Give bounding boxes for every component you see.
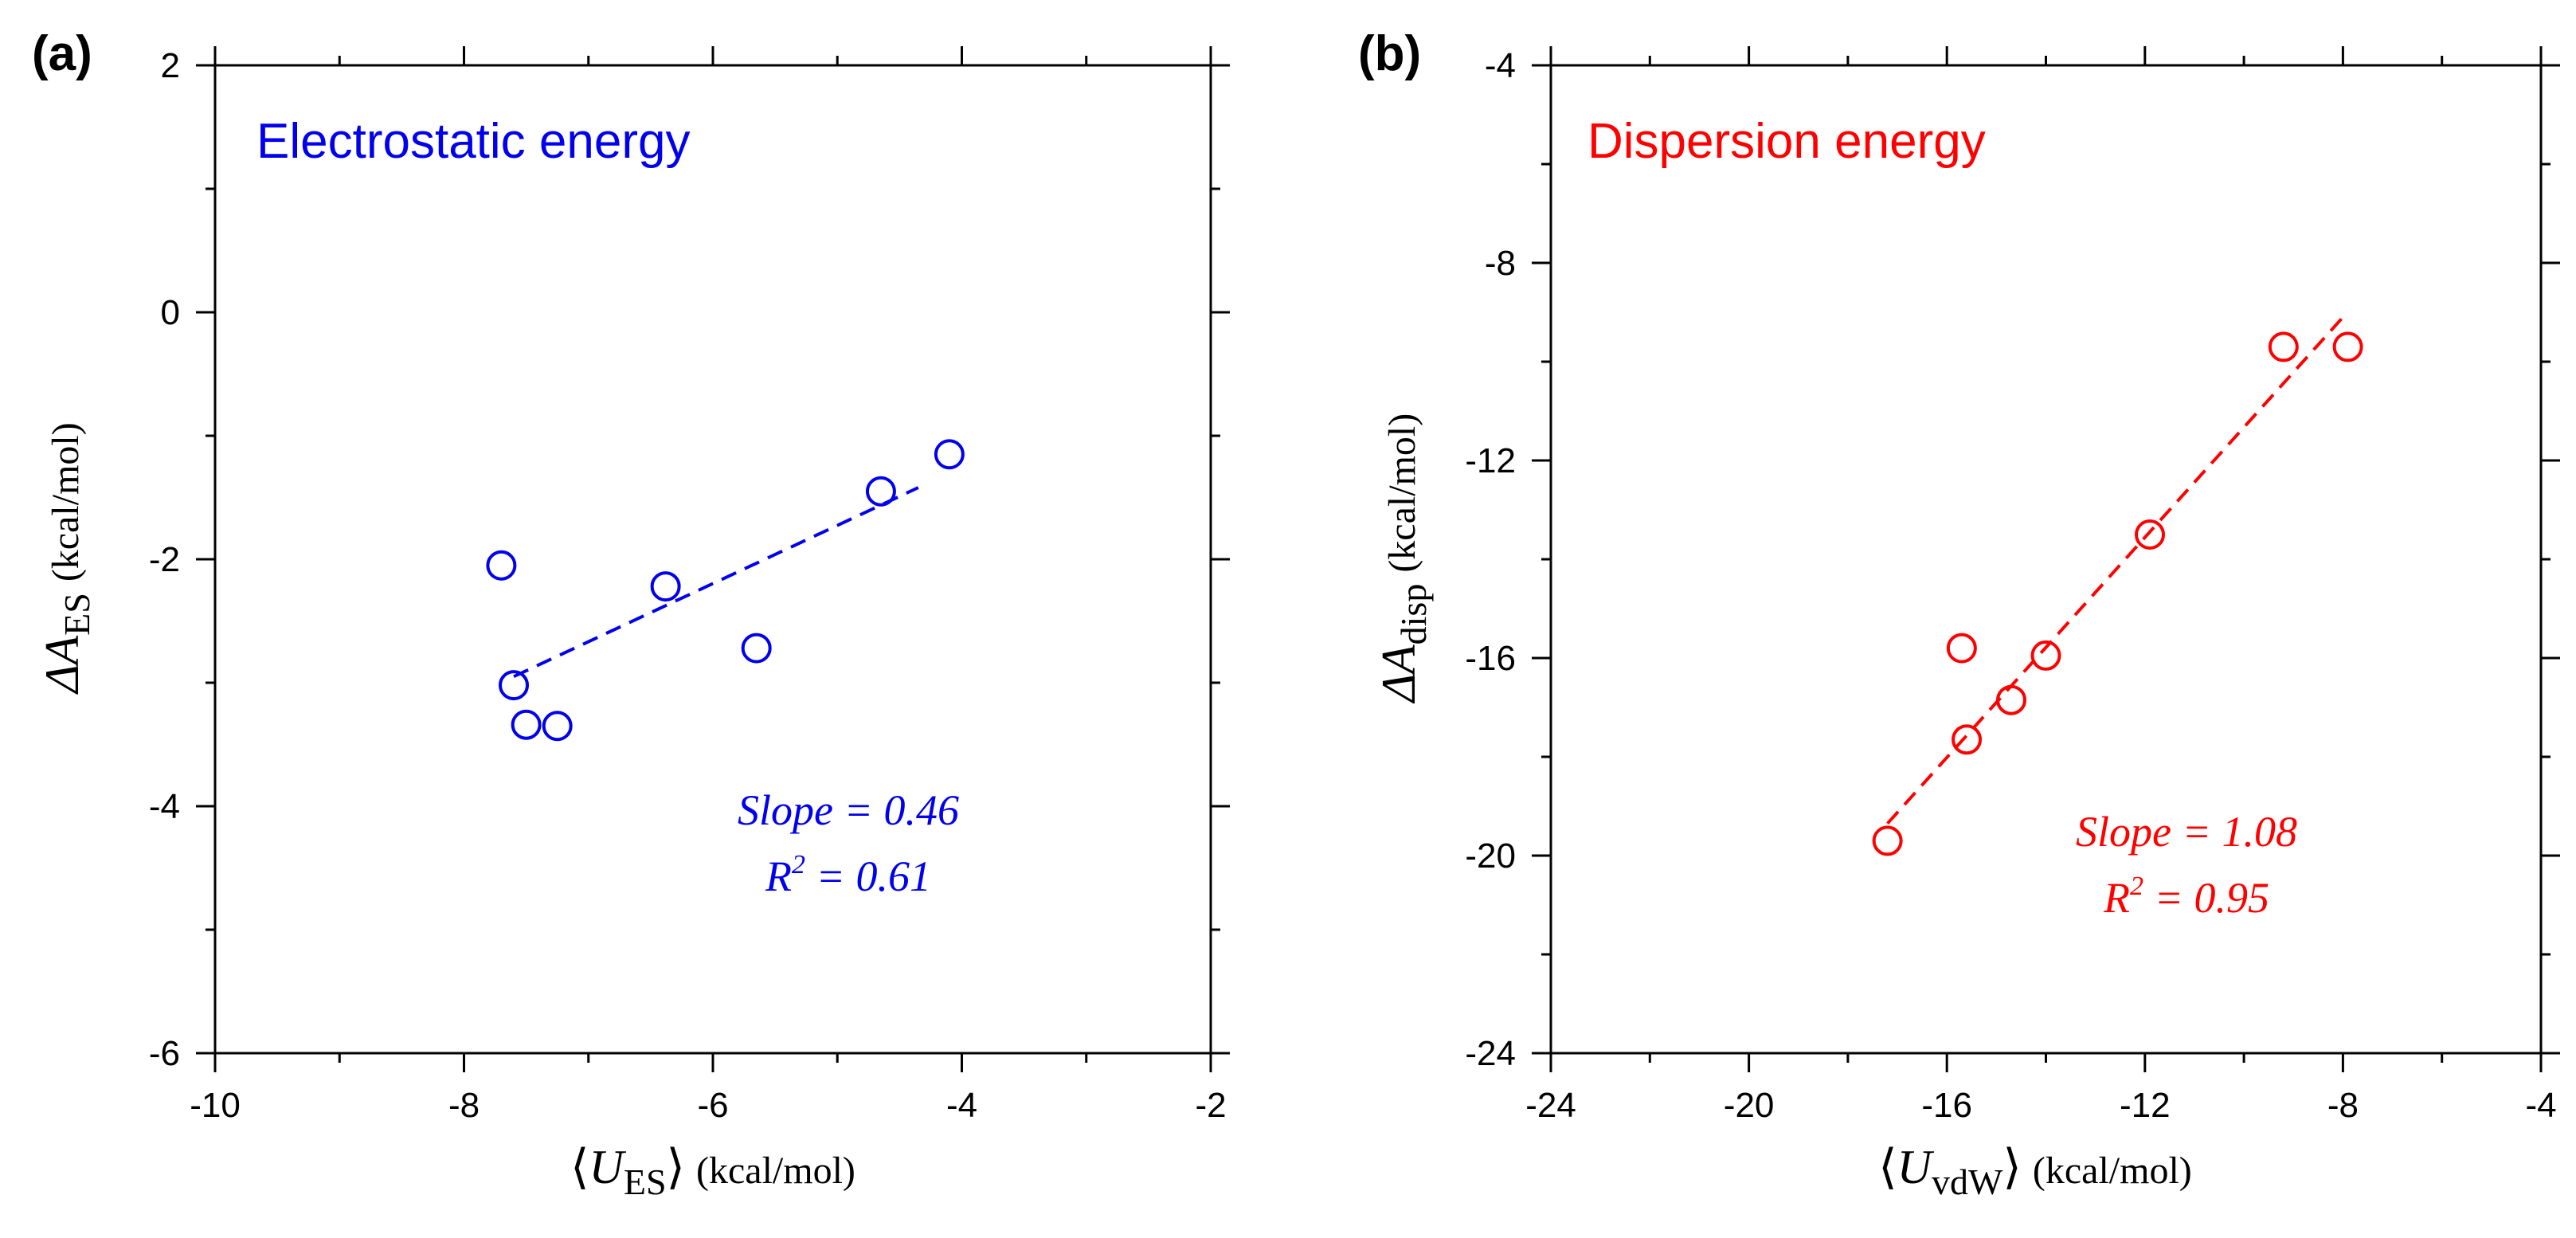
x-axis-label-open: ⟨ xyxy=(1878,1141,1897,1193)
r-squared-symbol: R xyxy=(2103,874,2130,922)
r-squared-value: = 0.61 xyxy=(805,852,931,900)
y-tick-label: 2 xyxy=(161,46,180,85)
x-tick-label: -10 xyxy=(190,1086,241,1125)
data-point xyxy=(542,711,573,742)
y-tick-label: -16 xyxy=(1465,639,1516,678)
x-tick-label: -2 xyxy=(1195,1086,1226,1125)
y-axis-label-prefix: Δ xyxy=(1372,674,1425,703)
x-axis-label-unit: (kcal/mol) xyxy=(2033,1150,2192,1192)
y-axis-label: ΔAES (kcal/mol) xyxy=(36,422,97,694)
x-tick-label: -20 xyxy=(1724,1086,1775,1125)
x-axis-label-close: ⟩ xyxy=(667,1141,685,1193)
x-axis-label-close: ⟩ xyxy=(2002,1141,2021,1193)
data-point xyxy=(2030,640,2061,671)
data-point xyxy=(2268,331,2299,362)
plot-title: Dispersion energy xyxy=(1587,114,1986,169)
x-axis-label: ⟨UES⟩ (kcal/mol) xyxy=(570,1141,855,1202)
slope-annotation: Slope = 1.08 xyxy=(2076,808,2297,856)
x-axis-label-symbol: U xyxy=(589,1141,627,1193)
panel-a: -10 -8 -6 -4 -2 -6 -4 -2 0 2 (a) Electrostatic ener… xyxy=(32,26,1230,1202)
data-point xyxy=(2135,519,2166,550)
x-tick-label: -4 xyxy=(946,1086,977,1125)
x-axis-label-unit: (kcal/mol) xyxy=(696,1150,855,1192)
x-tick-label: -6 xyxy=(697,1086,728,1125)
slope-annotation: Slope = 0.46 xyxy=(738,786,959,834)
data-point xyxy=(499,670,529,701)
x-tick-label: -24 xyxy=(1525,1086,1576,1125)
r-squared-symbol: R xyxy=(765,852,792,900)
y-tick-label: -4 xyxy=(149,787,180,826)
r-squared-annotation: R2 = 0.61 xyxy=(765,850,931,900)
plot-frame xyxy=(213,64,1212,1055)
x-tick-label: -8 xyxy=(448,1086,480,1125)
y-axis-label-symbol: A xyxy=(1372,644,1425,677)
data-point xyxy=(741,633,772,664)
y-tick-label: -12 xyxy=(1465,441,1516,480)
x-axis-label-subscript: vdW xyxy=(1932,1162,2003,1202)
data-point xyxy=(650,571,681,602)
fit-line xyxy=(1886,315,2344,825)
y-axis-label-subscript: ES xyxy=(57,593,97,636)
y-tick-label: -24 xyxy=(1465,1034,1516,1073)
y-tick-label: -2 xyxy=(149,540,180,579)
x-axis-label-subscript: ES xyxy=(624,1162,667,1202)
data-point xyxy=(1946,633,1977,664)
data-point xyxy=(511,709,542,740)
y-axis-label-prefix: Δ xyxy=(36,665,88,695)
data-point xyxy=(1872,825,1903,856)
panel-label: (a) xyxy=(32,26,92,81)
x-axis-label-symbol: U xyxy=(1897,1141,1935,1193)
plot-title: Electrostatic energy xyxy=(256,114,690,169)
y-tick-label: -8 xyxy=(1485,244,1516,283)
y-tick-label: -6 xyxy=(149,1034,180,1073)
y-tick-label: 0 xyxy=(161,293,180,332)
y-axis-label-subscript: disp xyxy=(1393,584,1434,645)
y-axis-label-unit: (kcal/mol) xyxy=(45,422,87,582)
data-point xyxy=(1952,724,1983,755)
data-point xyxy=(486,550,517,581)
data-point xyxy=(865,476,896,507)
x-axis-label-open: ⟨ xyxy=(570,1141,589,1193)
data-point xyxy=(1995,684,2026,715)
y-axis-label: ΔAdisp (kcal/mol) xyxy=(1372,413,1434,703)
x-tick-label: -8 xyxy=(2327,1086,2359,1125)
fit-line xyxy=(513,486,919,679)
plot-frame xyxy=(1549,64,2543,1055)
panel-b: -24 -20 -16 -12 -8 -4 -24 -20 -16 -12 -8 -4 (b) Dispe… xyxy=(1358,26,2560,1202)
r-squared-annotation: R2 = 0.95 xyxy=(2103,872,2269,922)
r-squared-value: = 0.95 xyxy=(2143,874,2269,922)
r-squared-exponent: 2 xyxy=(792,850,805,880)
x-tick-label: -16 xyxy=(1921,1086,1972,1125)
y-tick-label: -4 xyxy=(1485,46,1516,85)
panel-label: (b) xyxy=(1358,26,1421,81)
x-tick-label: -4 xyxy=(2525,1086,2556,1125)
r-squared-exponent: 2 xyxy=(2130,872,2143,901)
data-point xyxy=(934,439,965,470)
x-axis-label: ⟨UvdW⟩ (kcal/mol) xyxy=(1878,1141,2192,1202)
data-point xyxy=(2332,331,2363,362)
y-tick-label: -20 xyxy=(1465,836,1516,876)
x-tick-label: -12 xyxy=(2120,1086,2171,1125)
y-axis-label-unit: (kcal/mol) xyxy=(1381,413,1423,573)
y-axis-label-symbol: A xyxy=(36,636,88,668)
